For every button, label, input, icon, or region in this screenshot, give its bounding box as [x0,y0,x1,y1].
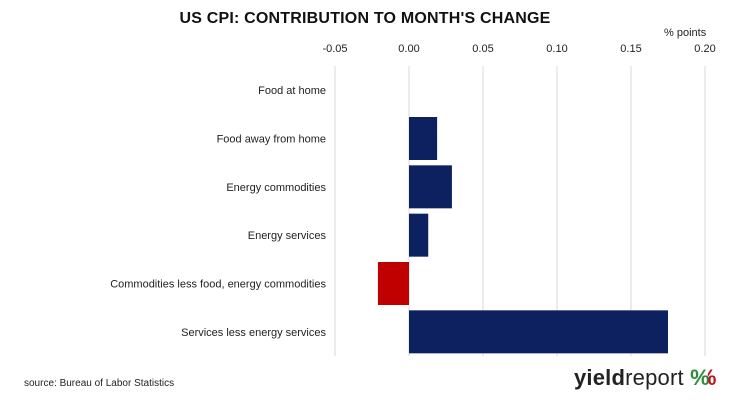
category-label: Food at home [258,85,326,97]
bar [409,165,452,209]
bar [409,117,438,160]
bar [409,310,668,354]
logo-word-yield: yield [574,365,626,390]
bar [409,213,429,257]
yieldreport-logo: yieldreport %% [574,365,717,391]
category-label: Energy commodities [226,182,326,194]
x-tick-label: 0.10 [546,43,567,55]
category-label: Services less energy services [181,327,326,339]
x-tick-label: 0.00 [398,43,419,55]
category-label: Food away from home [217,134,326,146]
chart-title: US CPI: CONTRIBUTION TO MONTH'S CHANGE [179,10,551,27]
x-tick-label: 0.20 [694,43,715,55]
logo-percent-icon: %% [690,365,717,390]
unit-label: % points [664,27,707,39]
bar [377,262,409,305]
source-note: source: Bureau of Labor Statistics [24,378,175,389]
category-label: Commodities less food, energy commoditie… [110,279,326,291]
category-label: Energy services [248,230,327,242]
x-tick-label: 0.05 [472,43,493,55]
x-tick-label: -0.05 [322,43,347,55]
logo-word-report: report [625,365,684,390]
x-tick-label: 0.15 [620,43,641,55]
